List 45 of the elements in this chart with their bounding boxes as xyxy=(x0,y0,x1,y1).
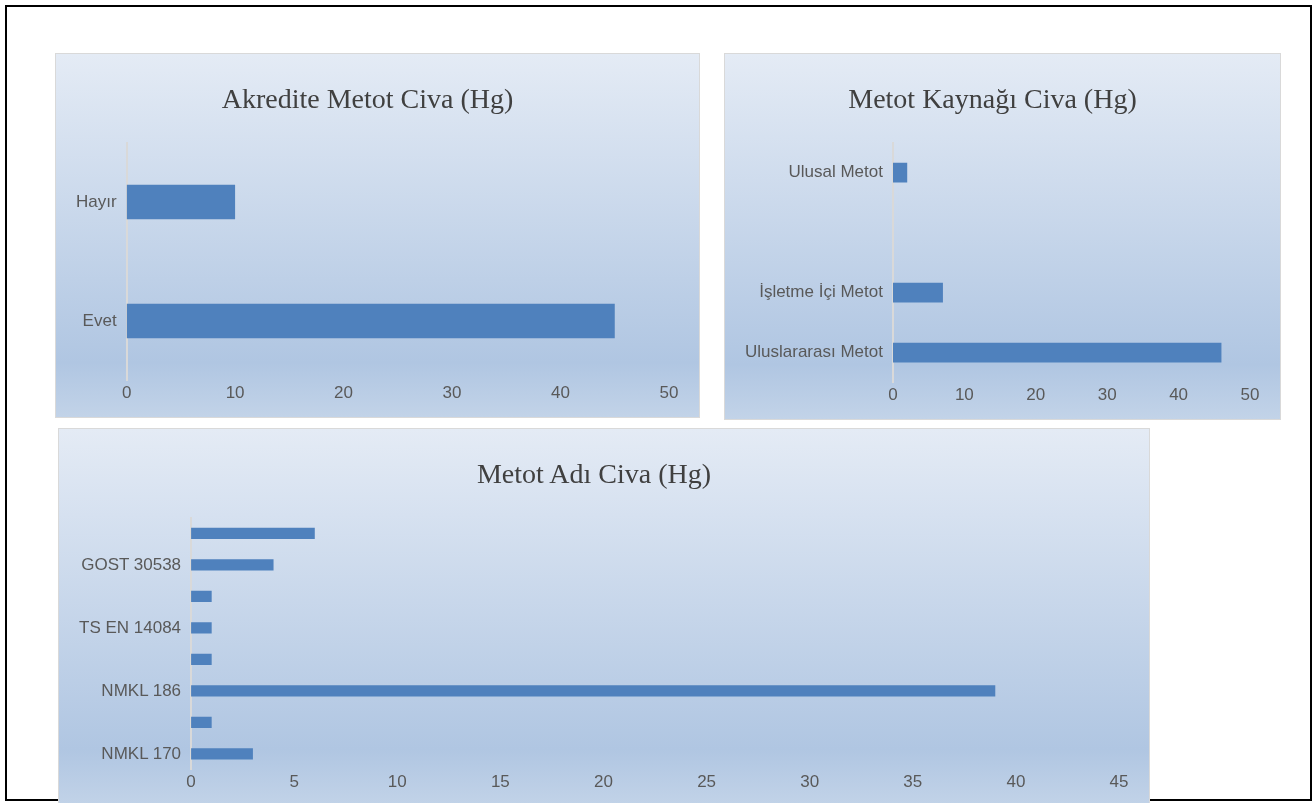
x-tick-label: 50 xyxy=(1240,385,1260,405)
x-tick-label: 20 xyxy=(594,772,613,792)
y-tick-label: GOST 30538 xyxy=(81,554,182,574)
y-tick-label: NMKL 170 xyxy=(101,743,182,763)
x-tick-label: 10 xyxy=(387,772,407,792)
x-tick-label: 0 xyxy=(186,772,196,792)
y-tick-label: NMKL 186 xyxy=(101,680,182,700)
x-tick-label: 0 xyxy=(888,385,898,405)
y-tick-label: Ulusal Metot xyxy=(788,162,884,182)
chart-title: Akredite Metot Civa (Hg) xyxy=(221,83,514,115)
bar xyxy=(892,342,1222,363)
bar xyxy=(892,162,908,183)
y-tick-label: Evet xyxy=(82,310,117,330)
bar xyxy=(191,685,996,697)
x-tick-label: 35 xyxy=(903,772,923,792)
x-tick-label: 40 xyxy=(551,383,570,403)
x-tick-label: 10 xyxy=(225,383,245,403)
y-tick-label: Uluslararası Metot xyxy=(745,342,884,362)
x-tick-label: 45 xyxy=(1109,772,1129,792)
x-tick-label: 40 xyxy=(1006,772,1026,792)
chart-title: Metot Adı Civa (Hg) xyxy=(476,458,712,490)
x-tick-label: 30 xyxy=(1097,385,1117,405)
x-tick-label: 20 xyxy=(334,383,354,403)
y-tick-label: İşletme İçi Metot xyxy=(759,282,884,302)
x-tick-label: 10 xyxy=(954,385,974,405)
bar xyxy=(191,527,315,540)
x-tick-label: 0 xyxy=(121,383,132,403)
x-tick-label: 5 xyxy=(289,772,299,792)
bar xyxy=(191,716,212,729)
bar xyxy=(191,653,212,666)
bar xyxy=(191,622,212,634)
bar xyxy=(191,748,253,760)
bar xyxy=(191,559,274,571)
chart-title: Metot Kaynağı Civa (Hg) xyxy=(848,83,1137,115)
y-tick-label: Hayır xyxy=(75,191,117,211)
bar xyxy=(892,282,943,303)
x-tick-label: 30 xyxy=(800,772,820,792)
x-tick-label: 25 xyxy=(697,772,717,792)
x-tick-label: 30 xyxy=(442,383,462,403)
x-tick-label: 40 xyxy=(1169,385,1189,405)
x-tick-label: 20 xyxy=(1026,385,1046,405)
x-tick-label: 50 xyxy=(659,383,679,403)
x-tick-label: 15 xyxy=(490,772,510,792)
y-tick-label: TS EN 14084 xyxy=(79,617,182,637)
bar xyxy=(191,590,212,603)
